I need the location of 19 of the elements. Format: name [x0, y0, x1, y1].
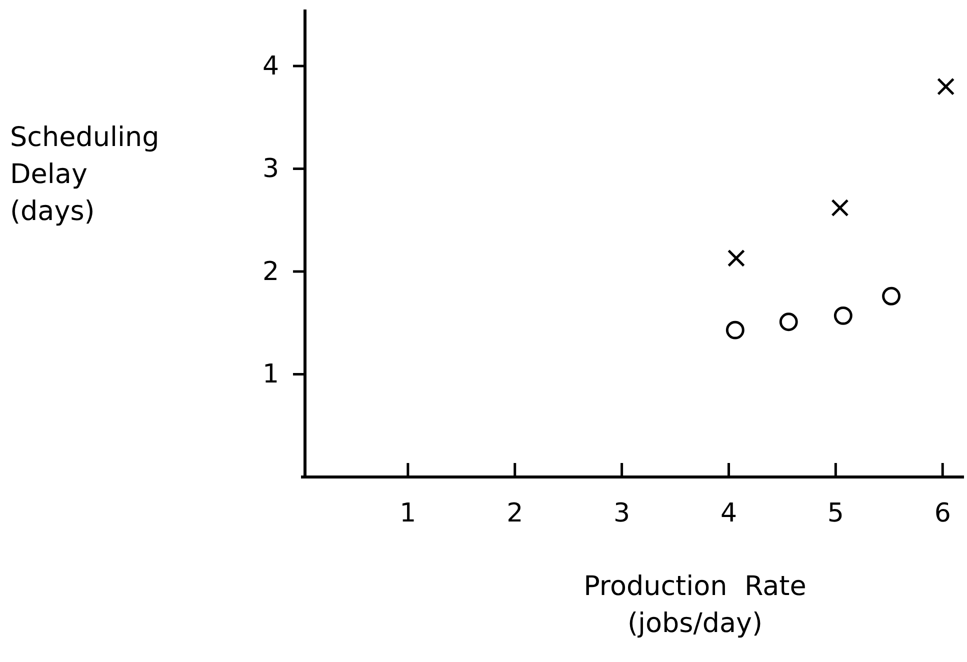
x-tick-label: 6: [934, 498, 951, 528]
point: [726, 320, 744, 340]
y-axis-title: Scheduling Delay (days): [10, 122, 160, 227]
point: [937, 78, 955, 96]
x-tick-label: 1: [400, 498, 416, 528]
x-tick-label: 4: [720, 498, 738, 528]
y-tick-label: 4: [262, 51, 279, 82]
y-tick-label: 3: [262, 154, 279, 184]
point: [882, 286, 901, 306]
y-tick-label: 1: [262, 360, 279, 390]
x-axis-title: Production Rate (jobs/day): [584, 571, 806, 639]
point: [727, 249, 746, 267]
x-tick-label: 3: [614, 498, 630, 528]
point: [779, 312, 798, 332]
point: [831, 199, 849, 217]
y-tick-label: 2: [262, 256, 279, 287]
point: [834, 306, 852, 325]
x-tick-label: 2: [506, 498, 524, 528]
x-tick-label: 5: [827, 498, 844, 528]
